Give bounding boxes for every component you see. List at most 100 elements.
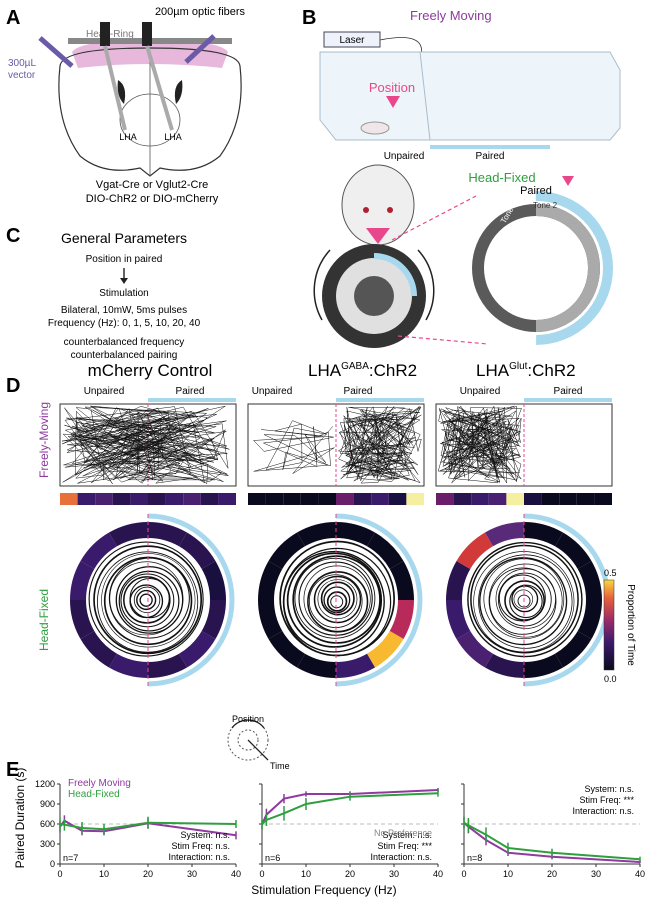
no-preference-label: No Preference [374,828,432,838]
heat-strip-cell [353,493,372,505]
glut-title-main: LHA [476,361,510,380]
d3-paired-bar [524,398,612,402]
wheel-hub [354,276,394,316]
y-tick-label: 0 [50,859,55,869]
ring-trajectory [88,541,204,657]
panel-e: E Paired Duration (s) Stimulation Freque… [6,759,645,897]
ring-trajectory [317,579,358,620]
arena-box [319,51,621,141]
panel-c: C General Parameters Position in paired … [6,225,201,361]
d3-unpaired-label: Unpaired [460,386,501,397]
series-line-head-fixed [463,821,641,861]
wheel-paired-arc [373,253,417,297]
x-tick-label: 20 [143,869,153,879]
ring-trajectory [313,575,362,624]
d3-tracks [437,405,522,484]
d2-paired-label: Paired [344,386,373,397]
ring-trajectory [488,563,563,638]
parameters-title: General Parameters [61,230,187,246]
heat-strip-cell [265,493,284,505]
arena-paired-label: Paired [476,151,505,162]
ring-trajectory [136,589,157,611]
d1-unpaired-label: Unpaired [84,386,125,397]
heat-strip-cell [559,493,577,505]
heat-strip-cell [218,493,236,505]
freely-moving-title: Freely Moving [410,8,492,23]
x-tick-label: 0 [461,869,466,879]
ring-trajectory [489,567,557,635]
optic-fibers-label: 200µm optic fibers [155,6,246,18]
laser-label: Laser [339,35,365,46]
step-position: Position in paired [86,254,163,265]
n-label: n=7 [63,853,78,863]
x-tick-label: 40 [433,869,443,879]
tone2-label: Tone 2 [533,201,558,210]
counterbalance-frequency: counterbalanced frequency [64,337,185,348]
colorbar-min: 0.0 [604,674,617,684]
d1-head-fixed-ring [70,513,235,687]
heat-strip-cell [95,493,113,505]
ring-segment [70,600,95,639]
ring-segment [70,561,95,600]
ring-segment [456,631,493,668]
x-tick-label: 0 [259,869,264,879]
inset-time-label: Time [270,761,290,771]
colorbar [603,579,615,671]
ring-segment [389,561,414,600]
heat-strip-cell [77,493,96,505]
stim-params: Bilateral, 10mW, 5ms pulses [61,305,187,316]
mouse-eye-right [387,207,393,213]
y-tick-label: 1200 [35,779,55,789]
ring-segment [109,653,148,678]
series-line-head-fixed [261,792,439,825]
d1-paired-bar [148,398,236,402]
heat-strip-cell [283,493,301,505]
ring-segment [80,631,117,668]
ring-trajectory [120,573,175,628]
fiber-right [142,22,152,46]
col-title-glut: LHAGlut:ChR2 [476,361,576,380]
d3-head-fixed-ring [446,513,611,687]
d1-tracks [61,405,230,485]
tone-ring-light [535,204,600,332]
col-title-gaba: LHAGABA:ChR2 [308,361,417,380]
ring-segment [148,522,187,547]
stat-label: Stim Freq: n.s. [171,841,230,851]
ring-trajectory [123,576,171,624]
d2-trajectory-paired [337,405,422,484]
glut-title-tail: :ChR2 [527,361,575,380]
n-label: n=6 [265,853,280,863]
heat-strip-cell [436,493,454,505]
ring-trajectory [326,591,348,612]
ring-trajectory [133,586,161,614]
ring-trajectory [294,557,376,639]
heat-strip-cell [594,493,612,505]
x-tick-label: 20 [345,869,355,879]
ring-segment [367,631,404,668]
ring-trajectory [467,541,583,658]
d2-heat-strip [248,493,424,505]
vector-label: vector [8,70,36,81]
d2-trajectory-unpaired [253,420,335,474]
ring-segment [297,522,336,547]
colorbar-label: Proportion of Time [625,584,636,666]
gaba-title-sup: GABA [341,361,369,372]
counterbalance-pairing: counterbalanced pairing [71,350,178,361]
ring-segment [109,522,148,547]
mouse-freely-moving [360,121,390,135]
ring-paired-arc [335,513,423,687]
ring-segment [201,600,226,639]
ring-trajectory [330,595,344,609]
ring-segment [148,653,187,678]
brain-outline [58,47,242,177]
wheel-arrow-left [313,249,331,321]
ring-position-marker [562,176,574,186]
d3-trajectory-unpaired [437,405,522,484]
y-tick-label: 300 [40,839,55,849]
panel-d: D mCherry Control LHAGABA:ChR2 LHAGlut:C… [6,361,636,771]
ring-segment [446,561,471,600]
position-time-inset: Position Time [227,714,290,771]
ring-segment [179,631,216,668]
lha-right-label: LHA [164,132,182,142]
